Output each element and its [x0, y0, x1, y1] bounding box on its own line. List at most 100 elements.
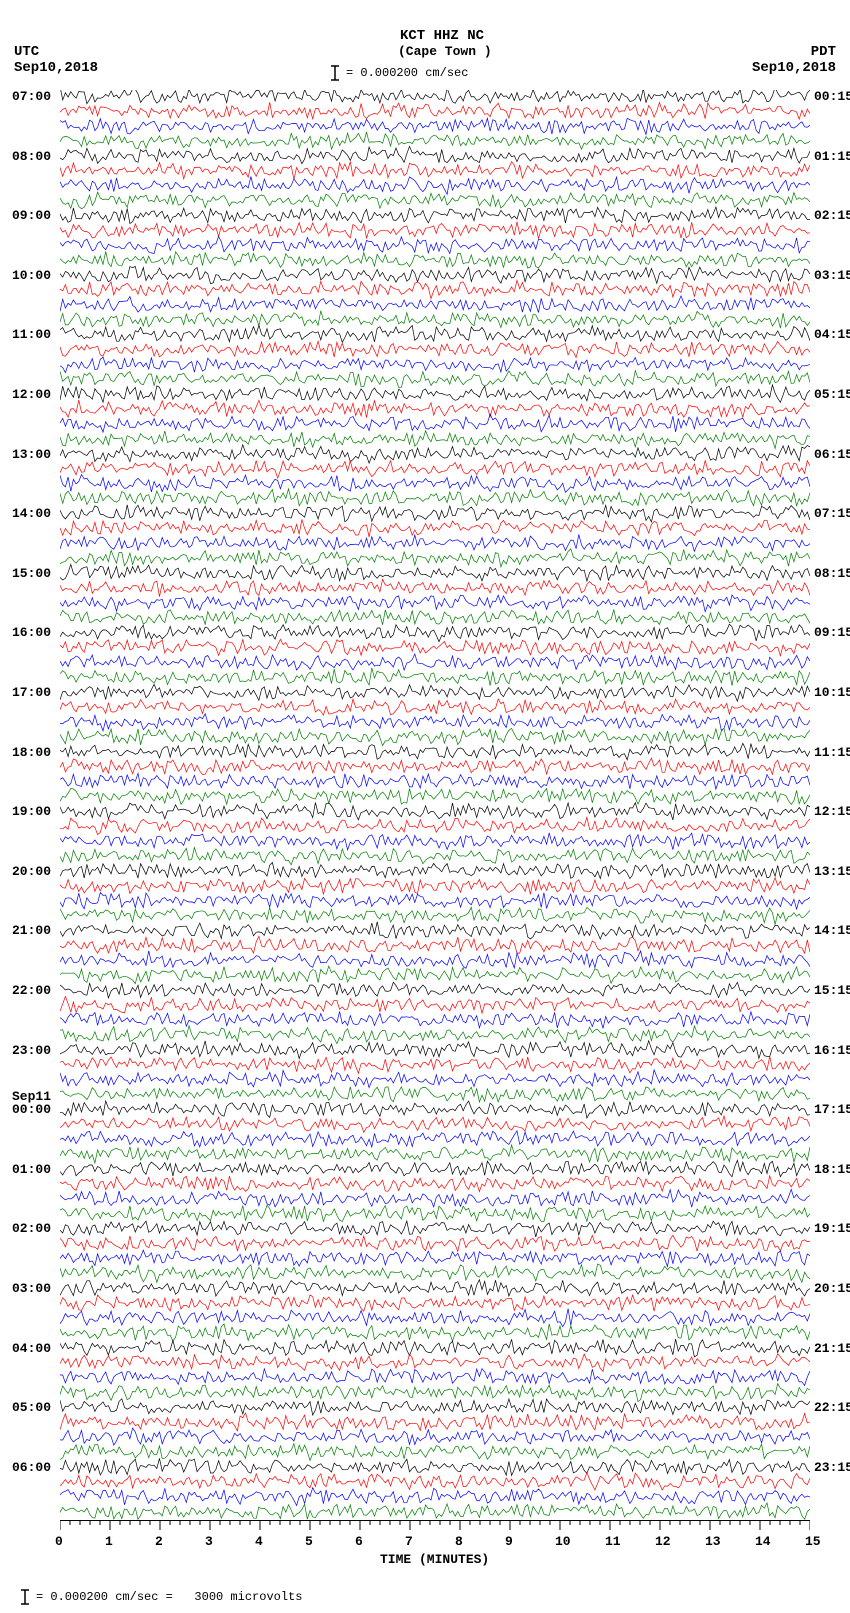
- pdt-hour-label: 21:15: [814, 1341, 850, 1356]
- pdt-hour-label: 15:15: [814, 983, 850, 998]
- seismic-trace: [60, 1205, 810, 1221]
- pdt-hour-label: 14:15: [814, 923, 850, 938]
- pdt-hour-label: 19:15: [814, 1221, 850, 1236]
- seismic-trace: [60, 1087, 810, 1102]
- pdt-hour-label: 22:15: [814, 1400, 850, 1415]
- x-tick-label: 8: [455, 1534, 463, 1549]
- utc-hour-label: 09:00: [12, 208, 51, 223]
- seismic-trace: [60, 237, 810, 254]
- seismic-trace: [60, 460, 810, 478]
- utc-hour-label: 21:00: [12, 923, 51, 938]
- seismic-trace: [60, 878, 810, 895]
- seismic-trace: [60, 743, 810, 760]
- seismic-trace: [60, 1145, 810, 1163]
- seismic-trace: [60, 1235, 810, 1251]
- station-location: (Cape Town ): [398, 44, 492, 59]
- seismic-trace: [60, 341, 810, 357]
- pdt-hour-label: 06:15: [814, 447, 850, 462]
- utc-hour-label: 02:00: [12, 1221, 51, 1236]
- seismic-trace: [60, 1399, 810, 1415]
- seismic-trace: [60, 325, 810, 342]
- seismic-trace: [60, 1280, 810, 1296]
- seismic-trace: [60, 400, 810, 418]
- pdt-hour-label: 10:15: [814, 685, 850, 700]
- x-tick-label: 2: [155, 1534, 163, 1549]
- seismic-trace: [60, 414, 810, 432]
- seismic-trace: [60, 863, 810, 879]
- seismic-trace: [60, 535, 810, 552]
- footer-text: = 0.000200 cm/sec = 3000 microvolts: [36, 1590, 302, 1604]
- x-tick-label: 14: [755, 1534, 771, 1549]
- seismic-trace: [60, 1176, 810, 1192]
- x-tick-label: 6: [355, 1534, 363, 1549]
- seismic-trace: [60, 639, 810, 655]
- seismic-trace: [60, 146, 810, 163]
- utc-hour-label: 22:00: [12, 983, 51, 998]
- x-tick-label: 7: [405, 1534, 413, 1549]
- seismic-trace: [60, 1354, 810, 1372]
- x-tick-label: 13: [705, 1534, 721, 1549]
- seismic-trace: [60, 1384, 810, 1402]
- seismic-trace: [60, 1428, 810, 1445]
- seismic-traces: [60, 90, 810, 1520]
- pdt-hour-label: 09:15: [814, 625, 850, 640]
- seismic-trace: [60, 848, 810, 865]
- seismic-trace: [60, 773, 810, 789]
- x-tick-label: 0: [55, 1534, 63, 1549]
- seismic-trace: [60, 1116, 810, 1133]
- pdt-hour-label: 11:15: [814, 745, 850, 760]
- seismic-trace: [60, 207, 810, 224]
- footer-scale-icon: [16, 1588, 34, 1606]
- utc-hour-label: 00:00: [12, 1102, 51, 1117]
- x-tick-label: 1: [105, 1534, 113, 1549]
- utc-hour-label: 10:00: [12, 268, 51, 283]
- pdt-hour-label: 08:15: [814, 566, 850, 581]
- seismic-trace: [60, 162, 810, 180]
- seismic-trace: [60, 280, 810, 298]
- seismic-trace: [60, 936, 810, 953]
- x-tick-label: 11: [605, 1534, 621, 1549]
- seismic-trace: [60, 1189, 810, 1207]
- seismic-trace: [60, 699, 810, 715]
- seismic-trace: [60, 951, 810, 969]
- seismic-trace: [60, 1026, 810, 1044]
- seismic-trace: [60, 907, 810, 924]
- seismic-trace: [60, 475, 810, 493]
- pdt-hour-label: 03:15: [814, 268, 850, 283]
- seismic-trace: [60, 922, 810, 939]
- utc-hour-label: 08:00: [12, 149, 51, 164]
- seismic-trace: [60, 564, 810, 581]
- x-tick-label: 3: [205, 1534, 213, 1549]
- seismic-trace: [60, 1131, 810, 1147]
- seismic-trace: [60, 1221, 810, 1237]
- seismic-trace: [60, 357, 810, 373]
- utc-hour-label: 19:00: [12, 804, 51, 819]
- seismic-trace: [60, 595, 810, 612]
- x-tick-label: 12: [655, 1534, 671, 1549]
- pdt-hour-label: 13:15: [814, 864, 850, 879]
- seismic-trace: [60, 833, 810, 850]
- seismic-trace: [60, 132, 810, 149]
- utc-hour-label: 07:00: [12, 89, 51, 104]
- seismic-trace: [60, 1369, 810, 1386]
- right-tz: PDT: [811, 44, 836, 60]
- pdt-hour-label: 04:15: [814, 327, 850, 342]
- seismic-trace: [60, 296, 810, 313]
- pdt-hour-label: 01:15: [814, 149, 850, 164]
- seismic-trace: [60, 267, 810, 284]
- scale-bar-icon: [326, 64, 344, 82]
- seismic-trace: [60, 579, 810, 596]
- seismic-trace: [60, 893, 810, 910]
- x-tick-label: 9: [505, 1534, 513, 1549]
- left-date: Sep10,2018: [14, 60, 98, 76]
- seismic-trace: [60, 1324, 810, 1341]
- utc-hour-label: 11:00: [12, 327, 51, 342]
- seismic-trace: [60, 1160, 810, 1177]
- seismic-trace: [60, 758, 810, 775]
- seismic-trace: [60, 714, 810, 731]
- pdt-hour-label: 17:15: [814, 1102, 850, 1117]
- seismic-trace: [60, 654, 810, 670]
- seismic-trace: [60, 505, 810, 522]
- scale-bar-text: = 0.000200 cm/sec: [346, 66, 468, 80]
- seismogram-figure: KCT HHZ NC (Cape Town ) UTC Sep10,2018 P…: [0, 0, 850, 1613]
